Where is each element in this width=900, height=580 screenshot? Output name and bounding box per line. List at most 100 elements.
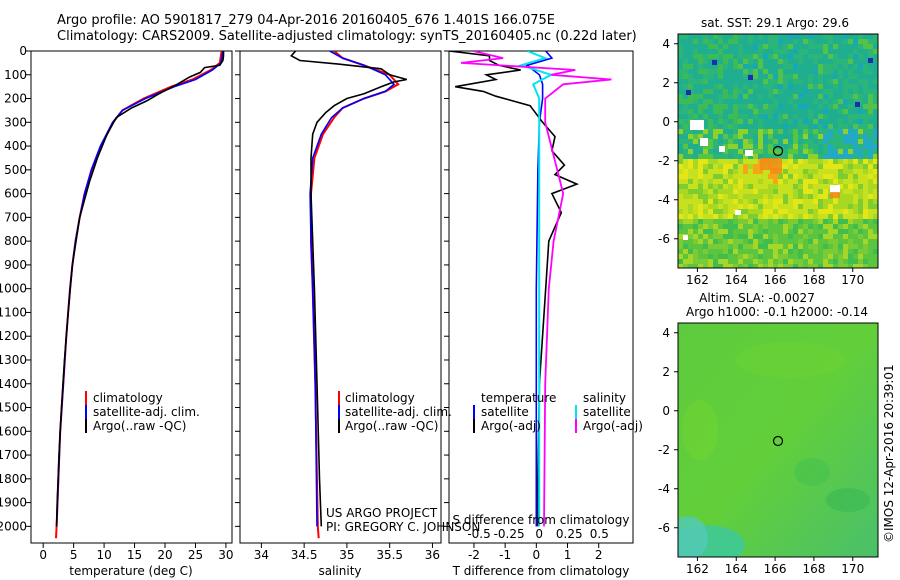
sst-cell bbox=[718, 139, 723, 144]
sst-cell bbox=[748, 254, 753, 259]
sst-cell bbox=[683, 79, 688, 84]
sst-cell bbox=[738, 134, 743, 139]
sst-cell bbox=[818, 154, 823, 159]
sst-cell bbox=[853, 69, 858, 74]
sst-cell bbox=[838, 114, 843, 119]
sst-cell bbox=[693, 39, 698, 44]
sst-cell bbox=[688, 34, 693, 39]
sst-cell bbox=[813, 139, 818, 144]
sst-cell bbox=[748, 229, 753, 234]
sst-cell bbox=[863, 79, 868, 84]
sst-cell bbox=[868, 164, 873, 169]
sst-cell bbox=[713, 149, 718, 154]
sst-cell bbox=[873, 89, 878, 94]
sst-cell bbox=[828, 84, 833, 89]
sst-cell bbox=[773, 64, 778, 69]
sst-cell bbox=[833, 159, 838, 164]
sst-cell bbox=[858, 69, 863, 74]
depth-tick-label: 1100 bbox=[0, 305, 27, 319]
sst-cell bbox=[763, 214, 768, 219]
sst-cell bbox=[743, 154, 748, 159]
sst-cell bbox=[848, 129, 853, 134]
sst-map-title: sat. SST: 29.1 Argo: 29.6 bbox=[701, 16, 849, 30]
sst-cell bbox=[753, 259, 758, 264]
sst-cell bbox=[823, 154, 828, 159]
sst-cell bbox=[793, 174, 798, 179]
sst-cell bbox=[733, 124, 738, 129]
sst-cell bbox=[848, 179, 853, 184]
sst-cell bbox=[728, 189, 733, 194]
sst-cell bbox=[728, 104, 733, 109]
sst-cell bbox=[763, 89, 768, 94]
sst-cell bbox=[758, 194, 763, 199]
sst-cell bbox=[843, 39, 848, 44]
sst-cell bbox=[863, 209, 868, 214]
sst-cell bbox=[833, 79, 838, 84]
sst-cell bbox=[678, 84, 683, 89]
sst-cell bbox=[738, 204, 743, 209]
sst-cell bbox=[738, 144, 743, 149]
sst-cell bbox=[823, 204, 828, 209]
sst-cell bbox=[768, 89, 773, 94]
sst-cell bbox=[783, 59, 788, 64]
sst-cell bbox=[728, 99, 733, 104]
sst-cell bbox=[873, 209, 878, 214]
sst-cell bbox=[798, 169, 803, 174]
sst-cell bbox=[763, 244, 768, 249]
sst-cell bbox=[748, 199, 753, 204]
sst-cell bbox=[678, 79, 683, 84]
sst-cell bbox=[808, 139, 813, 144]
sst-cell bbox=[708, 229, 713, 234]
sst-cell bbox=[678, 44, 683, 49]
sst-cell bbox=[838, 129, 843, 134]
sst-cell bbox=[773, 254, 778, 259]
sst-cell bbox=[738, 34, 743, 39]
sst-cell bbox=[698, 89, 703, 94]
sst-cell bbox=[873, 154, 878, 159]
sst-cell bbox=[783, 114, 788, 119]
sst-cell bbox=[813, 69, 818, 74]
sst-cell bbox=[868, 69, 873, 74]
sst-cell bbox=[728, 234, 733, 239]
sst-cell bbox=[778, 199, 783, 204]
sst-cell bbox=[788, 234, 793, 239]
sst-cell bbox=[708, 54, 713, 59]
sst-cell bbox=[778, 254, 783, 259]
sst-cell bbox=[743, 194, 748, 199]
sst-cell bbox=[703, 89, 708, 94]
sst-cell bbox=[723, 234, 728, 239]
sst-cell bbox=[758, 254, 763, 259]
sst-cell bbox=[823, 239, 828, 244]
sst-cell bbox=[798, 89, 803, 94]
sst-cell bbox=[788, 129, 793, 134]
sst-cell bbox=[773, 119, 778, 124]
sst-cell bbox=[863, 174, 868, 179]
sst-cell bbox=[778, 194, 783, 199]
sst-cell bbox=[773, 34, 778, 39]
sst-cell bbox=[808, 229, 813, 234]
sst-cell bbox=[808, 169, 813, 174]
sst-cell bbox=[733, 94, 738, 99]
sst-cell bbox=[773, 234, 778, 239]
sst-cell bbox=[828, 89, 833, 94]
sst-cell bbox=[828, 164, 833, 169]
sst-cell bbox=[783, 39, 788, 44]
sst-cell bbox=[833, 104, 838, 109]
sst-cell bbox=[738, 179, 743, 184]
sst-cell bbox=[723, 199, 728, 204]
sst-cell bbox=[788, 79, 793, 84]
sst-cell bbox=[773, 259, 778, 264]
sst-cell bbox=[748, 139, 753, 144]
sst-cell bbox=[718, 34, 723, 39]
sst-cell bbox=[853, 94, 858, 99]
sst-cell bbox=[833, 54, 838, 59]
sst-cell bbox=[843, 234, 848, 239]
sst-cell bbox=[703, 229, 708, 234]
sst-cell bbox=[718, 94, 723, 99]
sst-cell bbox=[828, 244, 833, 249]
sst-cell bbox=[713, 49, 718, 54]
sst-cell bbox=[713, 89, 718, 94]
sst-cell bbox=[783, 94, 788, 99]
sst-cell bbox=[703, 164, 708, 169]
sst-cell bbox=[788, 229, 793, 234]
